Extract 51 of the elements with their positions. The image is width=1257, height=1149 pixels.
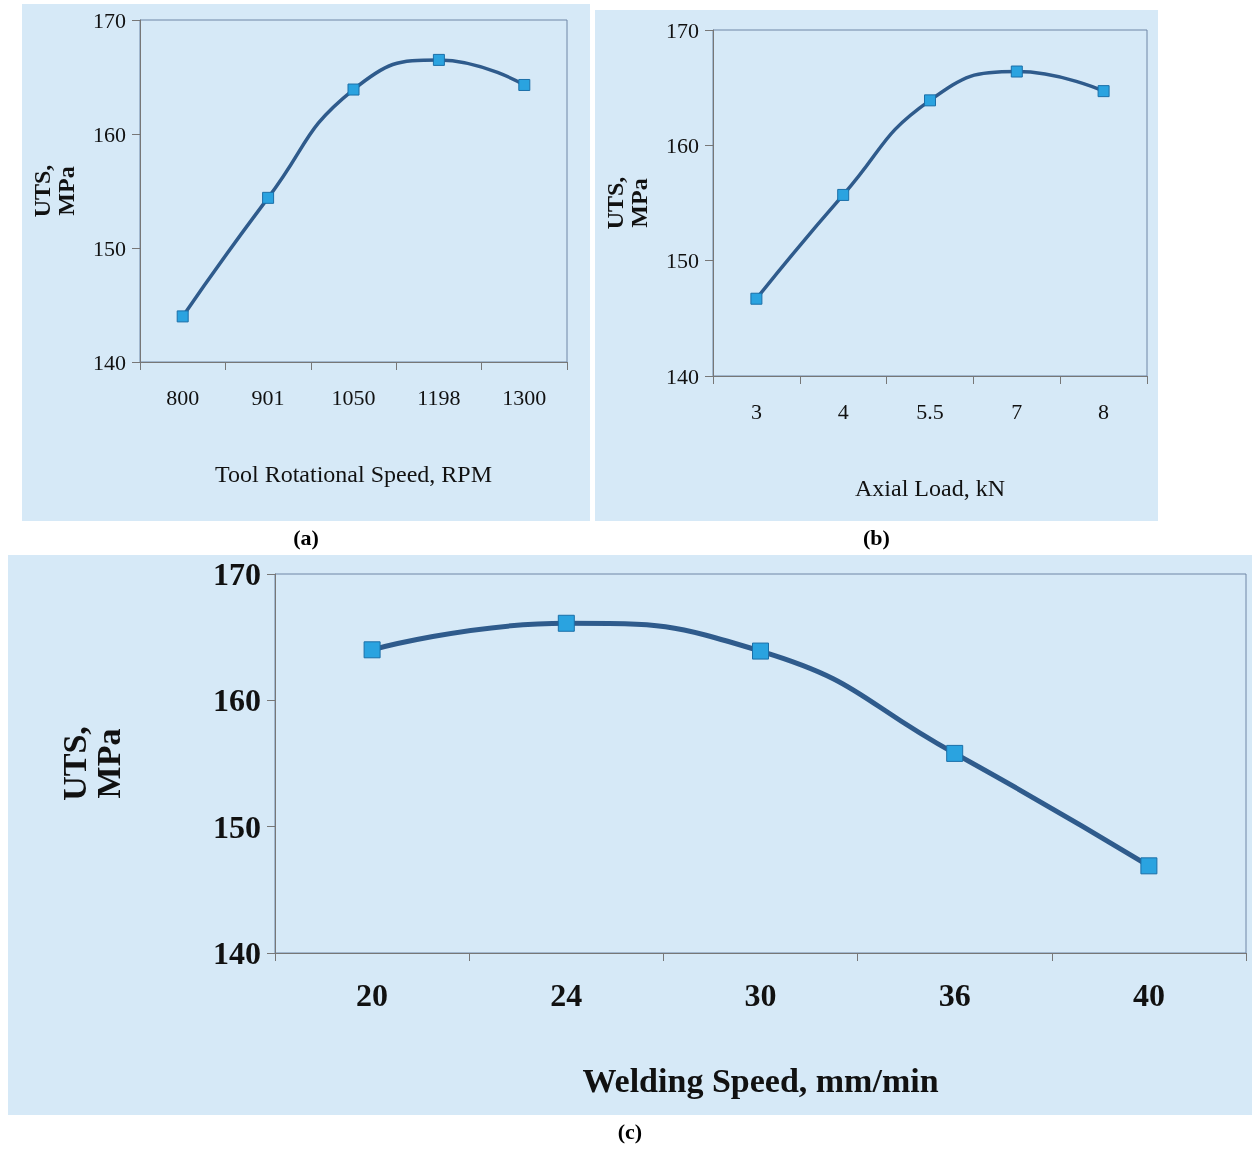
y-axis-title: UTS, MPa: [29, 164, 79, 218]
x-tick-label: 20: [356, 977, 389, 1013]
x-tick-label: 7: [1011, 398, 1023, 424]
y-tick-label: 140: [213, 935, 261, 971]
x-tick-label: 24: [550, 977, 583, 1013]
point: [750, 292, 763, 305]
point: [1010, 65, 1023, 78]
y-tick-label: 160: [213, 682, 261, 719]
text: (c): [617, 1119, 643, 1144]
y-tick-label: 160: [93, 121, 126, 147]
y-tick-label: 160: [666, 132, 699, 158]
x-tick-label: 800: [166, 384, 200, 410]
point: [1097, 85, 1110, 98]
y-tick-label: 140: [666, 363, 699, 389]
y-tick-label: 150: [666, 248, 699, 274]
x-tick-label: 4: [837, 398, 849, 424]
point: [752, 642, 769, 660]
point: [924, 94, 936, 107]
x-axis-title: Axial Load, kN: [855, 475, 1005, 501]
y-tick-label: 150: [93, 235, 126, 261]
y-axis-title: UTS, MPa: [55, 726, 127, 801]
x-tick-label: 8: [1098, 398, 1110, 424]
x-tick-label: 40: [1132, 977, 1165, 1013]
point: [363, 641, 381, 659]
x-tick-label: 3: [750, 398, 762, 424]
point: [1140, 857, 1158, 875]
point: [946, 744, 964, 762]
y-tick-label: 170: [213, 556, 261, 592]
x-tick-label: 30: [744, 977, 777, 1013]
point: [176, 310, 189, 323]
y-tick-label: 150: [213, 808, 261, 845]
y-axis-title: UTS, MPa: [602, 176, 652, 230]
x-tick-label: 1050: [331, 384, 376, 410]
x-axis-title: Welding Speed, mm/min: [582, 1061, 939, 1099]
point: [557, 614, 575, 632]
y-tick-label: 170: [666, 17, 699, 43]
point: [347, 83, 360, 96]
point: [837, 188, 850, 201]
x-tick-label: 1198: [417, 384, 461, 410]
x-tick-label: 36: [938, 977, 971, 1013]
point: [262, 191, 275, 204]
x-axis-title: Tool Rotational Speed, RPM: [215, 461, 492, 487]
y-tick-label: 170: [93, 7, 126, 33]
point: [432, 53, 445, 66]
x-tick-label: 1300: [502, 384, 547, 410]
y-tick-label: 140: [93, 349, 126, 375]
x-tick-label: 5.5: [916, 398, 944, 424]
text: (b): [863, 525, 890, 550]
text: (a): [293, 525, 319, 550]
point: [518, 78, 531, 91]
x-tick-label: 901: [251, 384, 285, 410]
